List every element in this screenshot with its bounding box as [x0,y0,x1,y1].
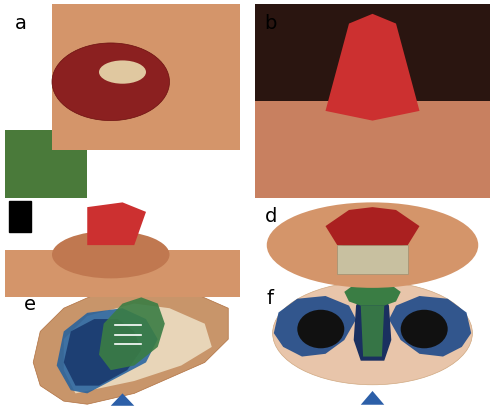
Polygon shape [64,304,212,393]
Polygon shape [64,319,142,386]
Ellipse shape [400,310,448,348]
Ellipse shape [267,202,478,288]
Polygon shape [111,393,134,406]
Polygon shape [99,297,165,370]
Text: f: f [267,289,274,308]
Polygon shape [56,308,158,393]
Bar [337,245,408,273]
Polygon shape [354,288,392,361]
Polygon shape [361,306,384,356]
Polygon shape [344,282,401,306]
Polygon shape [326,207,420,250]
Text: b: b [264,14,277,33]
Ellipse shape [272,282,472,385]
Polygon shape [88,202,146,245]
Polygon shape [274,296,356,356]
Polygon shape [389,296,471,356]
Ellipse shape [52,231,170,278]
Polygon shape [33,288,228,404]
Bar [5,130,87,198]
Bar [255,4,490,101]
Ellipse shape [52,43,170,121]
Text: a: a [14,14,26,33]
Text: e: e [24,295,36,314]
Text: d: d [264,207,277,226]
Polygon shape [361,391,384,405]
Ellipse shape [99,60,146,84]
Bar [5,250,240,297]
Ellipse shape [298,310,344,348]
Text: c: c [14,207,25,226]
Polygon shape [326,14,420,121]
Bar [52,4,240,150]
